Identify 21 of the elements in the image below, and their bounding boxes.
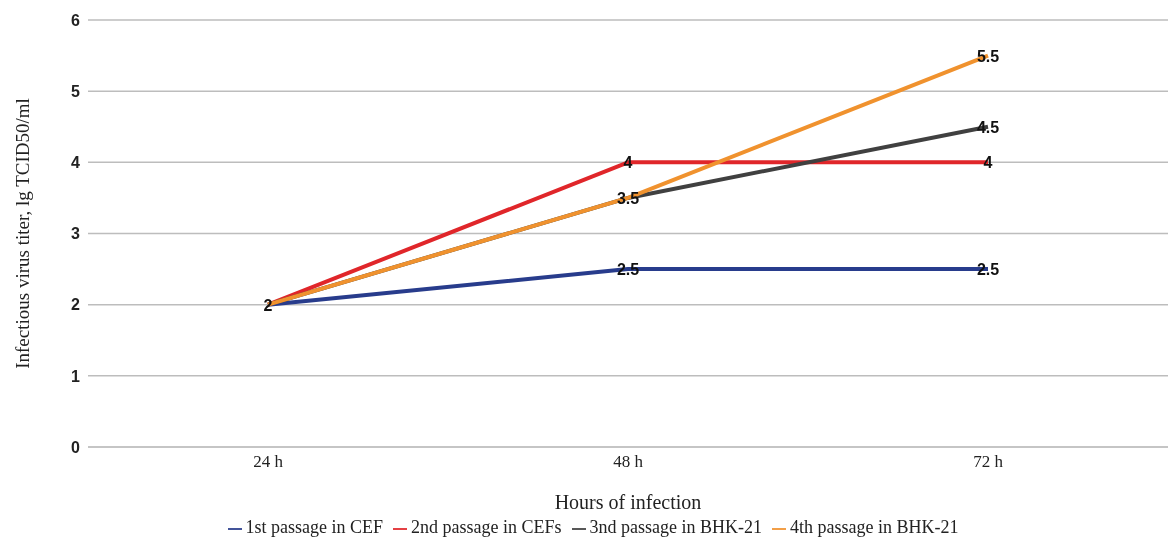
y-tick-label: 2 (71, 296, 81, 314)
legend-label: 4th passage in BHK-21 (790, 517, 959, 537)
y-tick-label: 1 (71, 367, 81, 385)
x-tick-label: 72 h (973, 452, 1004, 472)
y-tick-label: 4 (71, 154, 81, 172)
data-label: 2.5 (976, 261, 1000, 279)
legend-label: 2nd passage in CEFs (411, 517, 562, 537)
y-tick-label: 5 (71, 82, 81, 100)
x-axis-title: Hours of infection (554, 491, 702, 513)
y-tick-label: 6 (71, 11, 81, 29)
y-tick-label: 0 (71, 438, 81, 456)
data-label: 2.5 (616, 261, 640, 279)
x-tick-label: 48 h (613, 452, 644, 472)
x-tick-label: 24 h (253, 452, 284, 472)
y-tick-label: 3 (71, 225, 81, 243)
y-axis-title: Infectious virus titer, lg TCID50/ml (11, 98, 33, 369)
data-label: 4 (983, 154, 993, 172)
data-label: 5.5 (976, 47, 1000, 65)
data-label: 4.5 (976, 118, 1000, 136)
legend-label: 3nd passage in BHK-21 (589, 517, 762, 537)
legend-label: 1st passage in CEF (245, 517, 384, 537)
